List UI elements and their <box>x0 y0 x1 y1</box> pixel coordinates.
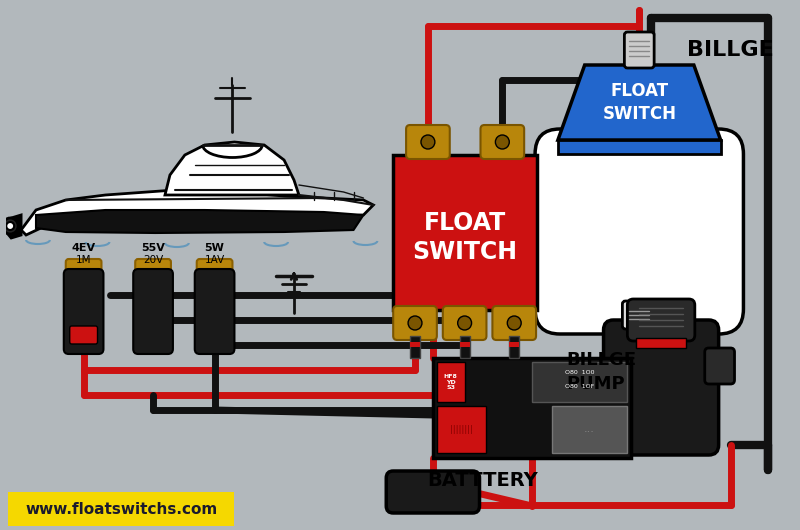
FancyBboxPatch shape <box>552 406 627 453</box>
FancyBboxPatch shape <box>603 320 718 455</box>
FancyBboxPatch shape <box>510 342 519 347</box>
Text: ||||||||: |||||||| <box>450 425 473 434</box>
FancyBboxPatch shape <box>64 269 103 354</box>
FancyBboxPatch shape <box>66 259 102 279</box>
FancyBboxPatch shape <box>481 125 524 159</box>
FancyBboxPatch shape <box>433 358 631 458</box>
Text: ...: ... <box>584 424 595 434</box>
FancyBboxPatch shape <box>8 492 234 526</box>
FancyBboxPatch shape <box>437 362 465 402</box>
Circle shape <box>2 218 18 234</box>
Polygon shape <box>36 210 363 233</box>
Circle shape <box>408 316 422 330</box>
Circle shape <box>458 316 471 330</box>
FancyBboxPatch shape <box>622 301 656 329</box>
FancyBboxPatch shape <box>510 336 519 358</box>
FancyBboxPatch shape <box>460 336 470 358</box>
Text: BILLGE
PUMP: BILLGE PUMP <box>567 351 637 393</box>
FancyBboxPatch shape <box>443 306 486 340</box>
Circle shape <box>6 222 14 230</box>
FancyBboxPatch shape <box>532 362 627 402</box>
Circle shape <box>495 135 510 149</box>
FancyBboxPatch shape <box>135 259 171 279</box>
FancyBboxPatch shape <box>194 269 234 354</box>
Text: O80  1O0: O80 1O0 <box>565 369 594 375</box>
Circle shape <box>421 135 435 149</box>
FancyBboxPatch shape <box>624 32 654 68</box>
FancyBboxPatch shape <box>70 326 98 344</box>
Text: FLOAT
SWITCH: FLOAT SWITCH <box>413 210 518 264</box>
Text: 20V: 20V <box>143 255 163 265</box>
Text: 4EV: 4EV <box>71 243 96 253</box>
Text: O80  1OF: O80 1OF <box>565 384 594 388</box>
FancyBboxPatch shape <box>627 299 695 341</box>
Text: www.floatswitchs.com: www.floatswitchs.com <box>25 501 218 517</box>
FancyBboxPatch shape <box>437 406 486 453</box>
FancyBboxPatch shape <box>636 338 686 348</box>
FancyBboxPatch shape <box>386 471 479 513</box>
FancyBboxPatch shape <box>393 155 537 310</box>
Text: 5W: 5W <box>205 243 225 253</box>
FancyBboxPatch shape <box>535 129 743 334</box>
Polygon shape <box>558 65 721 140</box>
Text: 1M: 1M <box>76 255 91 265</box>
Polygon shape <box>21 190 374 235</box>
FancyBboxPatch shape <box>705 348 734 384</box>
FancyBboxPatch shape <box>406 125 450 159</box>
FancyBboxPatch shape <box>197 259 233 279</box>
FancyBboxPatch shape <box>134 269 173 354</box>
Text: 55V: 55V <box>141 243 165 253</box>
Text: BILLGE: BILLGE <box>687 40 774 60</box>
Text: BATTTERY: BATTTERY <box>427 471 538 490</box>
FancyBboxPatch shape <box>558 140 721 154</box>
Text: HF8
YD
S3: HF8 YD S3 <box>444 374 458 390</box>
Text: FLOAT
SWITCH: FLOAT SWITCH <box>602 82 676 122</box>
FancyBboxPatch shape <box>410 342 420 347</box>
FancyBboxPatch shape <box>410 336 420 358</box>
Polygon shape <box>6 215 21 238</box>
Text: 1AV: 1AV <box>205 255 225 265</box>
FancyBboxPatch shape <box>460 342 470 347</box>
FancyBboxPatch shape <box>393 306 437 340</box>
Circle shape <box>507 316 521 330</box>
Polygon shape <box>165 142 299 195</box>
FancyBboxPatch shape <box>493 306 536 340</box>
